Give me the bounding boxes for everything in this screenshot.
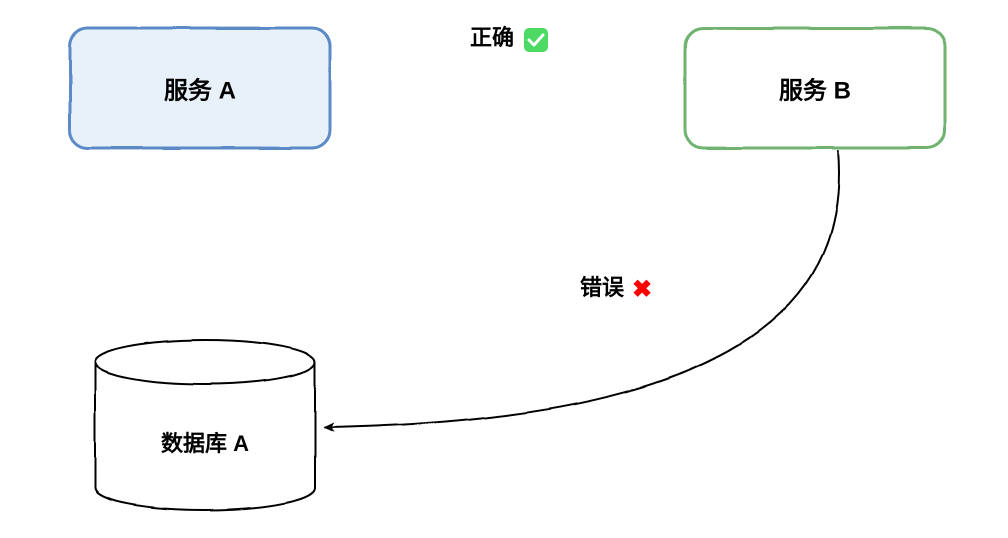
cross-icon: ✖ xyxy=(632,276,652,303)
edge-b-to-a: 正确 xyxy=(338,25,685,88)
node-service-b: 服务 B xyxy=(685,28,945,148)
node-service-a: 服务 A xyxy=(70,28,330,148)
edge-b-to-db: 错误 ✖ xyxy=(325,150,839,428)
node-database-a-label: 数据库 A xyxy=(161,431,249,456)
node-database-a: 数据库 A xyxy=(95,340,315,510)
edge-b-to-a-label: 正确 xyxy=(470,25,514,50)
node-service-a-label: 服务 A xyxy=(164,76,236,104)
node-service-b-label: 服务 B xyxy=(779,76,851,104)
edge-b-to-db-label: 错误 xyxy=(580,275,625,300)
check-icon xyxy=(524,28,548,52)
